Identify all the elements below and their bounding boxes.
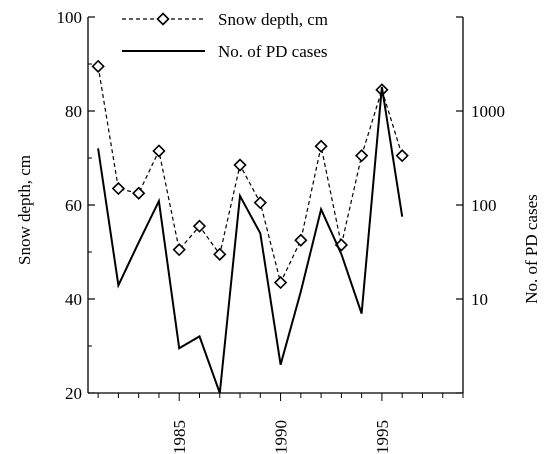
snow-depth-point [294,233,308,247]
snow-depth-point [152,144,166,158]
left-axis-title: Snow depth, cm [15,155,34,265]
snow-depth-point [172,243,186,257]
right-axis-title: No. of PD cases [522,194,541,304]
snow-depth-point [91,59,105,73]
snow-depth-point [111,181,126,196]
snow-depth-point [395,149,409,163]
axes-group: 20 40 60 80 100 10 100 1000 1985 1990 1995 Snow dep… [15,8,541,454]
right-tick-label: 1000 [471,102,505,121]
left-tick-label: 40 [65,290,82,309]
snow-depth-line [97,66,403,285]
snow-depth-point [213,247,227,261]
snow-depth-point [253,196,267,210]
snow-depth-point [192,219,207,233]
left-tick-label: 80 [65,102,82,121]
snow-depth-point [355,149,369,163]
snow-depth-point [132,186,146,200]
left-tick-label: 60 [65,196,82,215]
pd-cases-line [97,86,404,394]
snow-depth-point [273,275,288,290]
legend: Snow depth, cm No. of PD cases [122,10,328,61]
legend-pd-cases-label: No. of PD cases [218,42,328,61]
right-tick-label: 100 [471,196,497,215]
x-tick-label: 1985 [170,420,189,454]
left-tick-label: 20 [65,384,82,403]
plot-group [91,59,409,394]
x-tick-label: 1995 [373,420,392,454]
x-tick-label: 1990 [272,420,291,454]
snow-depth-point [314,139,328,153]
legend-diamond-marker [156,12,170,26]
snow-depth-point [233,158,247,172]
legend-snow-depth-label: Snow depth, cm [218,10,328,29]
right-tick-label: 10 [471,290,488,309]
left-tick-label: 100 [57,8,83,27]
